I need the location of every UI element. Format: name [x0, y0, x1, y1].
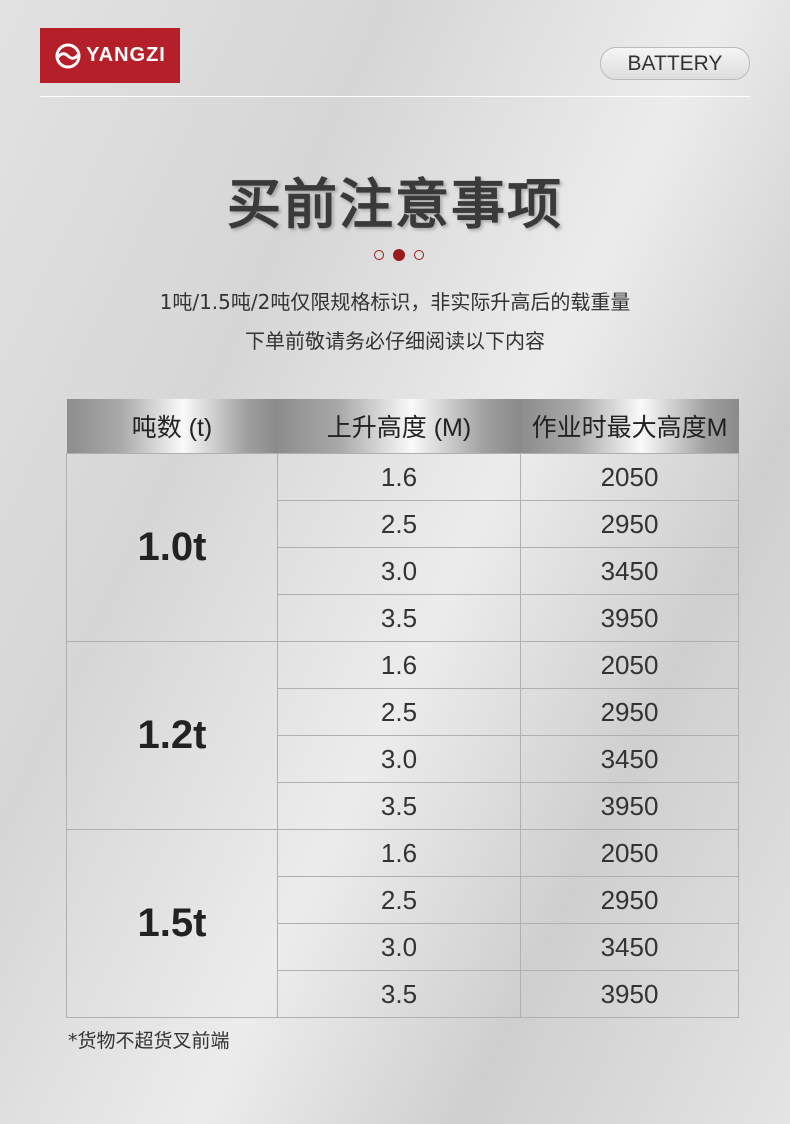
lift-height-cell: 1.6 — [277, 641, 521, 689]
lift-height-cell: 1.6 — [277, 829, 521, 877]
lift-height-cell: 3.0 — [277, 923, 521, 971]
lift-height-cell: 3.0 — [277, 547, 521, 595]
subtitle-line-1: 1吨/1.5吨/2吨仅限规格标识，非实际升高后的载重量 — [159, 290, 631, 314]
lift-height-cell: 2.5 — [277, 688, 521, 736]
tonnage-cell: 1.5t — [66, 829, 278, 1018]
table-row: 3.5 3950 — [67, 970, 739, 1018]
page-title: 买前注意事项 — [227, 173, 563, 236]
max-height-cell: 2050 — [520, 453, 739, 501]
max-height-cell: 2050 — [520, 829, 739, 877]
max-height-cell: 3950 — [520, 970, 739, 1018]
decorative-dots — [374, 249, 424, 261]
lift-height-cell: 1.6 — [277, 453, 521, 501]
footnote: *货物不超货叉前端 — [68, 1030, 230, 1052]
logo-text: YANGZI — [86, 44, 166, 66]
table-row: 1.0t 1.6 2050 — [66, 453, 739, 642]
lift-height-cell: 2.5 — [277, 500, 521, 548]
lift-height-cell: 3.0 — [277, 735, 521, 783]
spec-table: 吨数 (t) 上升高度 (M) 作业时最大高度M 1.0t 1.6 2050 2.5 2… — [66, 399, 739, 1018]
table-row: 3.0 3450 — [67, 547, 739, 595]
subtitle-line-2: 下单前敬请务必仔细阅读以下内容 — [245, 329, 545, 353]
max-height-cell: 2950 — [520, 500, 739, 548]
brand-logo: YANGZI — [40, 28, 180, 83]
header-max-height: 作业时最大高度M — [520, 399, 739, 454]
lift-height-cell: 3.5 — [277, 594, 521, 642]
max-height-cell: 3950 — [520, 782, 739, 830]
battery-badge: BATTERY — [600, 47, 750, 80]
tonnage-cell: 1.2t — [66, 641, 278, 830]
max-height-cell: 2050 — [520, 641, 739, 689]
max-height-cell: 2950 — [520, 688, 739, 736]
header-lift-height: 上升高度 (M) — [277, 399, 521, 454]
table-row: 3.0 3450 — [67, 735, 739, 783]
max-height-cell: 2950 — [520, 876, 739, 924]
table-row: 2.5 2950 — [67, 500, 739, 548]
lift-height-cell: 3.5 — [277, 782, 521, 830]
table-row: 3.0 3450 — [67, 923, 739, 971]
table-row: 3.5 3950 — [67, 782, 739, 830]
table-row: 1.2t 1.6 2050 — [66, 641, 739, 830]
max-height-cell: 3450 — [520, 547, 739, 595]
logo-emblem-icon — [55, 43, 81, 68]
table-row: 2.5 2950 — [67, 688, 739, 736]
max-height-cell: 3450 — [520, 735, 739, 783]
lift-height-cell: 2.5 — [277, 876, 521, 924]
max-height-cell: 3450 — [520, 923, 739, 971]
table-row: 1.5t 1.6 2050 — [66, 829, 739, 1018]
header-tonnage: 吨数 (t) — [66, 399, 278, 454]
divider — [40, 96, 750, 97]
max-height-cell: 3950 — [520, 594, 739, 642]
tonnage-cell: 1.0t — [66, 453, 278, 642]
table-row: 2.5 2950 — [67, 876, 739, 924]
lift-height-cell: 3.5 — [277, 970, 521, 1018]
